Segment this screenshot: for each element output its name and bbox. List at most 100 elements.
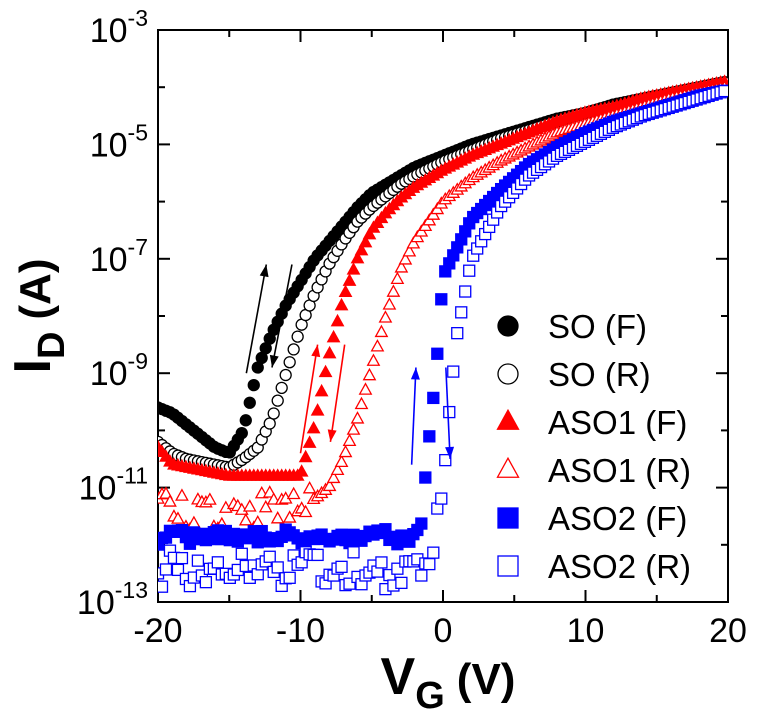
data-point xyxy=(286,486,301,500)
data-point xyxy=(427,391,440,405)
data-point xyxy=(354,242,369,256)
sweep-arrow-up xyxy=(299,344,321,454)
sweep-arrows xyxy=(245,264,455,465)
legend-marker xyxy=(497,555,519,577)
data-point xyxy=(423,430,436,443)
sweep-arrow-up xyxy=(245,264,269,374)
data-point xyxy=(310,403,325,416)
data-point xyxy=(175,551,189,565)
data-point xyxy=(394,260,409,273)
data-point xyxy=(270,511,285,524)
data-point xyxy=(163,494,177,507)
data-point xyxy=(330,313,345,327)
data-point xyxy=(298,504,313,518)
data-point xyxy=(243,396,256,409)
legend-item: SO (R) xyxy=(497,356,651,393)
data-point xyxy=(279,368,292,382)
data-point xyxy=(390,271,405,285)
data-point xyxy=(294,464,309,477)
data-point xyxy=(435,293,448,306)
data-point xyxy=(159,563,173,576)
data-point xyxy=(275,381,288,394)
data-point xyxy=(330,462,345,476)
legend-label: ASO1 (R) xyxy=(548,452,691,489)
legend-marker xyxy=(497,507,519,529)
data-point xyxy=(718,84,728,98)
data-point xyxy=(419,471,432,484)
data-point xyxy=(358,234,373,248)
data-point xyxy=(171,563,185,577)
data-point xyxy=(395,576,408,590)
legend-marker xyxy=(497,315,519,337)
axis-tick-labels: -20 -10 0 10 20 10-13 10-11 10-9 10-7 10-5 10-3 xyxy=(77,5,747,650)
data-point xyxy=(346,262,361,275)
data-point xyxy=(282,510,297,523)
data-point xyxy=(287,343,300,356)
legend-label: SO (F) xyxy=(548,308,647,345)
data-point xyxy=(271,394,284,407)
data-point xyxy=(311,548,324,562)
data-point xyxy=(459,285,472,298)
data-point xyxy=(443,405,456,419)
data-point xyxy=(378,310,393,323)
x-axis-title-sub: G xyxy=(415,675,445,717)
legend-marker xyxy=(496,408,520,430)
data-point xyxy=(347,546,360,559)
x-tick-label: 0 xyxy=(434,612,453,650)
data-point xyxy=(386,284,401,297)
x-tick-label: 10 xyxy=(567,612,605,650)
data-point xyxy=(366,353,381,366)
data-point xyxy=(415,517,428,530)
data-point xyxy=(171,511,185,524)
data-point xyxy=(447,365,460,378)
data-point xyxy=(423,557,436,571)
data-point xyxy=(455,306,468,319)
y-tick-label: 10-5 xyxy=(90,119,148,164)
legend-marker xyxy=(497,363,519,385)
data-point xyxy=(175,488,189,501)
data-point xyxy=(362,367,377,381)
data-point xyxy=(451,327,464,340)
x-tick-label: -20 xyxy=(133,612,182,650)
data-point xyxy=(263,550,276,563)
data-series xyxy=(158,74,728,596)
x-axis-title: VG (V) xyxy=(381,648,516,717)
data-point xyxy=(211,556,225,569)
legend-item: ASO2 (R) xyxy=(497,548,691,585)
data-point xyxy=(235,547,248,560)
data-point xyxy=(322,478,337,492)
y-tick-label: 10-3 xyxy=(90,5,148,50)
data-point xyxy=(362,226,377,240)
x-axis-title-main: V xyxy=(381,648,416,706)
data-point xyxy=(335,560,348,573)
data-point xyxy=(266,492,281,505)
data-point xyxy=(267,407,280,420)
legend-label: ASO1 (F) xyxy=(548,404,687,441)
data-point xyxy=(338,284,353,298)
data-point xyxy=(391,562,404,575)
sweep-arrow-up xyxy=(410,367,420,465)
data-point xyxy=(463,264,476,277)
data-point xyxy=(375,556,388,569)
data-point xyxy=(271,561,284,574)
data-point xyxy=(158,538,165,551)
data-point xyxy=(427,546,440,559)
data-point xyxy=(342,273,357,286)
x-axis-title-unit: (V) xyxy=(457,655,516,704)
data-point xyxy=(415,569,428,582)
data-point xyxy=(334,297,349,311)
data-point xyxy=(326,329,341,343)
data-point xyxy=(298,449,313,463)
legend-item: ASO1 (R) xyxy=(496,452,691,489)
data-point xyxy=(283,356,296,369)
data-point xyxy=(239,414,252,427)
y-axis-title-sub: D xyxy=(31,332,73,359)
data-point xyxy=(258,499,273,513)
data-point xyxy=(346,422,361,435)
data-point xyxy=(435,492,448,505)
data-point xyxy=(402,244,417,257)
data-point xyxy=(283,571,296,584)
data-point xyxy=(242,499,257,512)
data-point xyxy=(343,577,356,590)
